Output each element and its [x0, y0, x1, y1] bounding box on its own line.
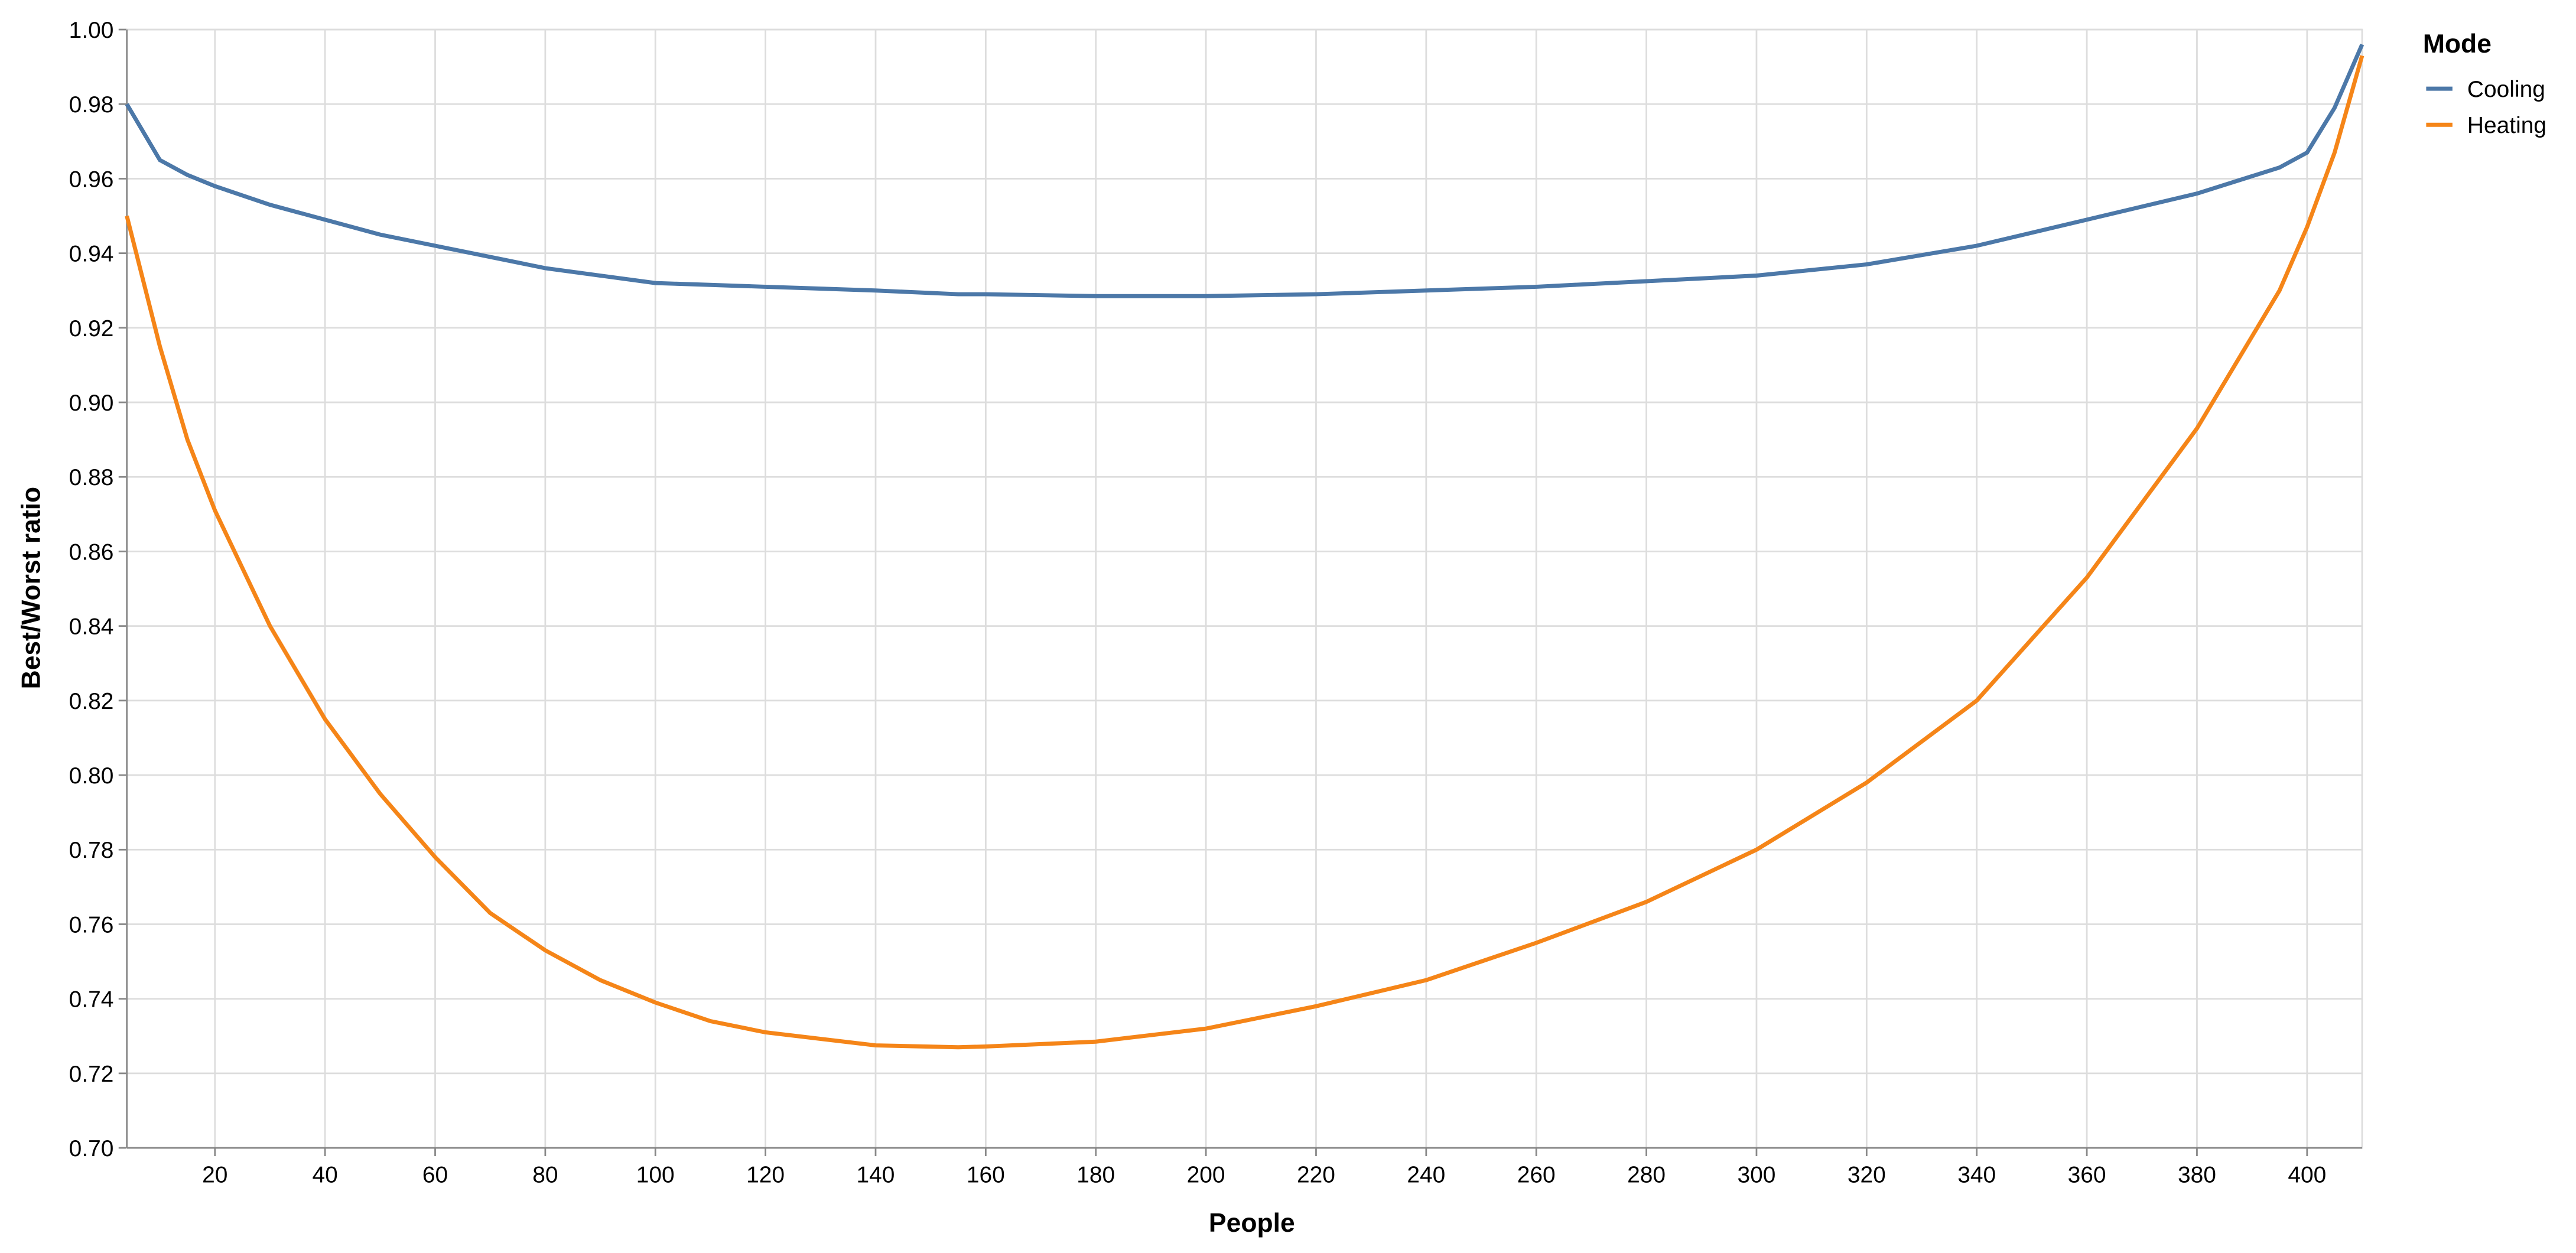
y-tick-label: 0.78 [69, 838, 114, 863]
y-tick-label: 0.84 [69, 614, 114, 640]
line-series [125, 55, 2364, 1050]
y-tick-label: 0.70 [69, 1136, 114, 1161]
y-tick-label: 0.94 [69, 242, 114, 267]
x-tick-label: 60 [422, 1162, 448, 1187]
y-tick-label: 0.92 [69, 316, 114, 341]
x-tick-label: 200 [1187, 1162, 1225, 1187]
x-tick-label: 40 [312, 1162, 337, 1187]
x-tick-label: 80 [532, 1162, 558, 1187]
x-tick-label: 380 [2178, 1162, 2216, 1187]
y-tick-label: 0.98 [69, 92, 114, 118]
x-tick-label: 100 [636, 1162, 675, 1187]
x-tick-label: 400 [2288, 1162, 2326, 1187]
y-tick-label: 1.00 [69, 18, 114, 43]
x-tick-label: 340 [1957, 1162, 1996, 1187]
x-tick-label: 240 [1407, 1162, 1445, 1187]
y-tick-label: 0.82 [69, 689, 114, 714]
y-tick-label: 0.72 [69, 1062, 114, 1087]
y-tick-label: 0.80 [69, 763, 114, 789]
x-tick-label: 220 [1297, 1162, 1335, 1187]
x-tick-label: 180 [1076, 1162, 1115, 1187]
plot-frame [126, 28, 2363, 1149]
x-tick-label: 20 [202, 1162, 227, 1187]
x-tick-label: 140 [857, 1162, 895, 1187]
legend-label: Cooling [2467, 77, 2545, 102]
y-tick-label: 0.74 [69, 987, 114, 1013]
legend-label: Heating [2467, 113, 2546, 138]
x-tick-label: 280 [1627, 1162, 1666, 1187]
x-tick-label: 260 [1517, 1162, 1556, 1187]
x-tick-label: 300 [1737, 1162, 1775, 1187]
y-tick-label: 0.88 [69, 465, 114, 490]
x-tick-label: 320 [1848, 1162, 1886, 1187]
legend-title: Mode [2423, 30, 2492, 58]
x-tick-label: 160 [967, 1162, 1005, 1187]
y-tick-label: 0.90 [69, 390, 114, 416]
x-axis-title: People [1209, 1209, 1295, 1238]
line-series [125, 43, 2364, 298]
y-tick-label: 0.86 [69, 539, 114, 565]
y-axis-title: Best/Worst ratio [17, 487, 45, 689]
x-tick-label: 120 [746, 1162, 785, 1187]
x-tick-label: 360 [2068, 1162, 2106, 1187]
y-tick-label: 0.76 [69, 912, 114, 938]
y-tick-label: 0.96 [69, 167, 114, 192]
